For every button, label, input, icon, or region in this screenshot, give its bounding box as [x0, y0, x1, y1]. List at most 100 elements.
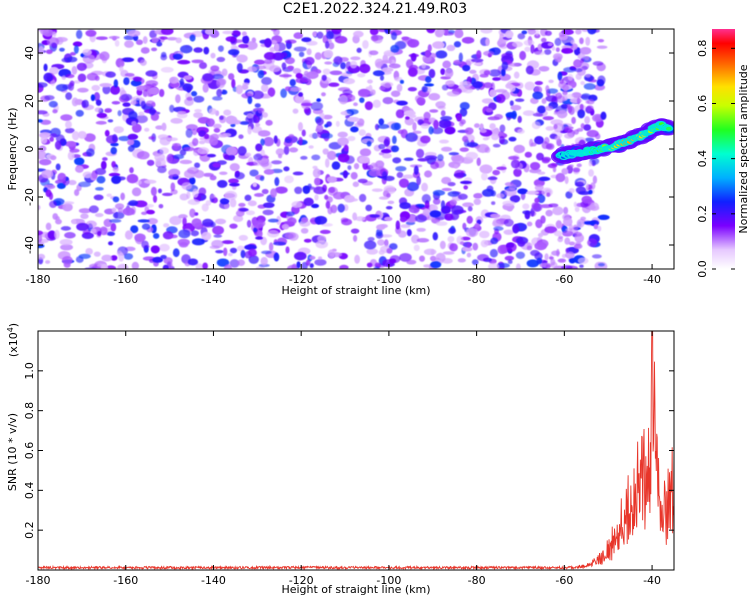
noise-blob	[433, 119, 439, 130]
noise-blob	[435, 50, 448, 59]
noise-blob	[237, 146, 247, 156]
noise-blob	[259, 175, 265, 182]
noise-blob	[365, 204, 373, 212]
noise-blob	[274, 177, 280, 187]
noise-blob	[355, 216, 366, 222]
noise-blob	[438, 119, 452, 129]
noise-blob	[135, 114, 148, 124]
noise-blob	[91, 84, 101, 92]
noise-blob	[588, 169, 594, 177]
noise-blob	[325, 201, 331, 209]
noise-blob	[406, 259, 417, 265]
noise-blob	[219, 198, 230, 205]
noise-blob	[462, 222, 467, 230]
noise-blob	[367, 236, 375, 242]
noise-blob	[405, 132, 418, 142]
noise-blob	[280, 88, 287, 99]
noise-blob	[496, 193, 505, 199]
noise-blob	[385, 206, 393, 210]
noise-blob	[337, 203, 345, 213]
noise-blob	[297, 121, 303, 132]
noise-blob	[440, 110, 446, 117]
noise-blob	[55, 163, 61, 171]
noise-blob	[49, 136, 54, 142]
noise-blob	[384, 52, 395, 57]
noise-blob	[494, 89, 508, 93]
noise-blob	[119, 65, 124, 73]
noise-blob	[255, 65, 267, 70]
noise-blob	[583, 124, 592, 131]
noise-blob	[517, 240, 526, 247]
noise-blob	[111, 175, 122, 185]
noise-blob	[552, 206, 564, 216]
noise-blob	[204, 133, 210, 140]
noise-blob	[583, 221, 596, 225]
noise-blob	[187, 258, 199, 266]
noise-blob	[242, 35, 250, 44]
noise-blob	[499, 124, 506, 133]
noise-blob	[175, 94, 181, 104]
noise-blob	[369, 214, 381, 218]
noise-blob	[320, 133, 333, 139]
noise-blob	[76, 222, 89, 231]
noise-blob	[201, 203, 209, 212]
noise-blob	[416, 176, 421, 186]
noise-blob	[577, 109, 586, 119]
y-tick-label: 0.2	[23, 521, 36, 539]
noise-blob	[459, 147, 469, 152]
noise-blob	[179, 159, 193, 165]
noise-blob	[300, 227, 309, 234]
noise-blob	[359, 193, 367, 203]
noise-blob	[223, 203, 230, 210]
noise-blob	[349, 60, 358, 69]
noise-blob	[236, 245, 245, 252]
noise-blob	[229, 198, 237, 208]
noise-blob	[238, 43, 249, 49]
noise-blob	[487, 176, 498, 181]
noise-blob	[537, 171, 546, 175]
snr-multiplier-label: (x104)	[6, 323, 20, 357]
noise-blob	[99, 226, 108, 236]
noise-blob	[476, 157, 481, 167]
noise-blob	[597, 262, 605, 267]
noise-blob	[305, 259, 311, 266]
noise-blob	[128, 200, 139, 206]
noise-blob	[227, 49, 240, 56]
noise-blob	[179, 149, 187, 156]
noise-blob	[314, 52, 322, 60]
noise-blob	[579, 103, 584, 111]
x-tick-label: -160	[113, 574, 138, 587]
noise-blob	[231, 30, 241, 37]
noise-blob	[384, 82, 391, 89]
noise-blob	[319, 229, 331, 235]
noise-blob	[485, 37, 490, 47]
noise-blob	[74, 157, 85, 166]
noise-blob	[512, 223, 520, 234]
x-tick-label: -140	[201, 574, 226, 587]
noise-blob	[187, 199, 200, 206]
noise-blob	[40, 119, 52, 125]
noise-blob	[288, 147, 299, 153]
noise-blob	[55, 83, 68, 92]
noise-blob	[221, 240, 234, 245]
noise-blob	[284, 138, 292, 143]
noise-blob	[597, 38, 605, 43]
noise-blob	[229, 247, 238, 254]
noise-blob	[431, 127, 444, 135]
noise-blob	[459, 241, 465, 245]
noise-blob	[376, 228, 383, 237]
snr-panel: -180 -160 -140 -120 -100 -80 -60 -40 0.20.40.60…	[6, 323, 675, 596]
noise-blob	[203, 46, 210, 55]
noise-blob	[357, 178, 368, 184]
noise-blob	[341, 218, 353, 226]
noise-blob	[597, 225, 602, 232]
noise-blob	[278, 74, 292, 78]
noise-blob	[389, 243, 398, 250]
noise-blob	[576, 163, 582, 168]
noise-blob	[210, 221, 216, 228]
noise-blob	[534, 80, 544, 86]
noise-blob	[172, 248, 180, 258]
noise-blob	[38, 119, 43, 123]
noise-blob	[525, 65, 534, 75]
